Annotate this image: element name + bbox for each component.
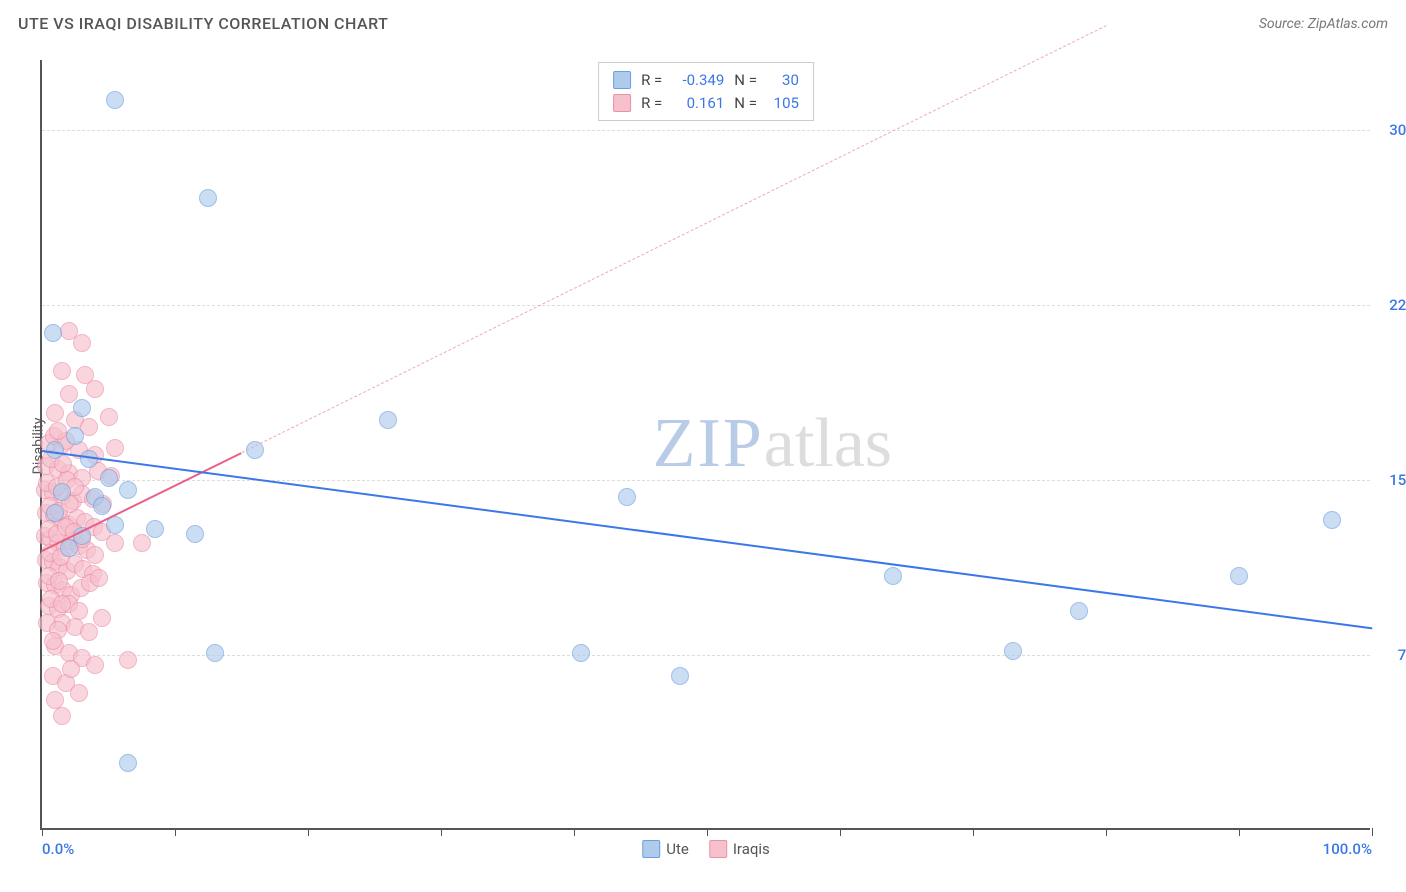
data-point-iraqis — [106, 534, 124, 552]
data-point-ute — [572, 644, 590, 662]
data-point-iraqis — [119, 651, 137, 669]
x-tick — [441, 828, 442, 836]
y-tick-label: 15.0% — [1375, 471, 1406, 489]
scatter-plot-area: ZIPatlas R = -0.349 N = 30 R = 0.161 N =… — [40, 60, 1370, 830]
data-point-iraqis — [133, 534, 151, 552]
x-tick — [42, 828, 43, 836]
data-point-ute — [146, 520, 164, 538]
data-point-ute — [671, 667, 689, 685]
source-attribution: Source: ZipAtlas.com — [1259, 16, 1388, 32]
r-label-ute: R = — [641, 69, 662, 92]
data-point-iraqis — [46, 691, 64, 709]
n-value-ute: 30 — [767, 69, 799, 92]
data-point-ute — [73, 399, 91, 417]
n-value-iraqis: 105 — [767, 92, 799, 115]
x-tick — [840, 828, 841, 836]
data-point-iraqis — [90, 569, 108, 587]
data-point-ute — [884, 567, 902, 585]
data-point-ute — [1230, 567, 1248, 585]
data-point-iraqis — [70, 602, 88, 620]
x-tick — [1239, 828, 1240, 836]
chart-title: UTE VS IRAQI DISABILITY CORRELATION CHAR… — [18, 14, 388, 33]
data-point-iraqis — [53, 707, 71, 725]
n-label-ute: N = — [734, 69, 757, 92]
data-point-iraqis — [44, 632, 62, 650]
legend-label-iraqis: Iraqis — [733, 840, 770, 858]
data-point-ute — [1070, 602, 1088, 620]
data-point-ute — [199, 189, 217, 207]
y-tick-label: 7.5% — [1375, 646, 1406, 664]
x-tick-label: 0.0% — [42, 840, 74, 858]
legend-item-ute: Ute — [642, 840, 689, 858]
x-tick — [574, 828, 575, 836]
data-point-ute — [44, 324, 62, 342]
data-point-ute — [93, 497, 111, 515]
data-point-ute — [206, 644, 224, 662]
data-point-iraqis — [93, 609, 111, 627]
data-point-iraqis — [73, 334, 91, 352]
data-point-ute — [119, 481, 137, 499]
data-point-iraqis — [100, 408, 118, 426]
swatch-iraqis — [613, 94, 631, 112]
data-point-iraqis — [86, 380, 104, 398]
x-tick — [1106, 828, 1107, 836]
data-point-ute — [66, 427, 84, 445]
data-point-iraqis — [80, 623, 98, 641]
n-label-iraqis: N = — [734, 92, 757, 115]
correlation-legend: R = -0.349 N = 30 R = 0.161 N = 105 — [598, 62, 814, 121]
legend-label-ute: Ute — [666, 840, 689, 858]
trendline-ute — [42, 450, 1372, 629]
data-point-ute — [46, 504, 64, 522]
gridline-horizontal — [42, 480, 1370, 481]
data-point-ute — [1004, 642, 1022, 660]
data-point-ute — [53, 483, 71, 501]
data-point-ute — [186, 525, 204, 543]
data-point-ute — [119, 754, 137, 772]
swatch-ute — [613, 71, 631, 89]
data-point-ute — [1323, 511, 1341, 529]
x-tick — [707, 828, 708, 836]
gridline-horizontal — [42, 305, 1370, 306]
data-point-ute — [100, 469, 118, 487]
x-tick — [308, 828, 309, 836]
chart-header: UTE VS IRAQI DISABILITY CORRELATION CHAR… — [18, 14, 1388, 33]
x-tick-label: 100.0% — [1323, 840, 1372, 858]
data-point-iraqis — [86, 656, 104, 674]
legend-row-ute: R = -0.349 N = 30 — [613, 69, 799, 92]
data-point-iraqis — [70, 684, 88, 702]
data-point-iraqis — [62, 660, 80, 678]
data-point-iraqis — [106, 439, 124, 457]
x-tick — [1372, 828, 1373, 836]
watermark: ZIPatlas — [653, 404, 892, 484]
watermark-atlas: atlas — [764, 405, 892, 482]
data-point-ute — [379, 411, 397, 429]
legend-row-iraqis: R = 0.161 N = 105 — [613, 92, 799, 115]
r-label-iraqis: R = — [641, 92, 662, 115]
data-point-ute — [106, 91, 124, 109]
data-point-iraqis — [50, 572, 68, 590]
gridline-horizontal — [42, 130, 1370, 131]
data-point-iraqis — [46, 404, 64, 422]
legend-swatch-ute — [642, 840, 660, 858]
r-value-iraqis: 0.161 — [672, 92, 724, 115]
gridline-horizontal — [42, 655, 1370, 656]
data-point-iraqis — [53, 362, 71, 380]
x-tick — [973, 828, 974, 836]
y-tick-label: 30.0% — [1375, 121, 1406, 139]
data-point-ute — [618, 488, 636, 506]
legend-item-iraqis: Iraqis — [709, 840, 770, 858]
watermark-zip: ZIP — [653, 405, 764, 482]
data-point-iraqis — [49, 422, 67, 440]
data-point-iraqis — [53, 595, 71, 613]
x-tick — [175, 828, 176, 836]
data-point-ute — [80, 450, 98, 468]
series-legend: Ute Iraqis — [642, 840, 770, 858]
legend-swatch-iraqis — [709, 840, 727, 858]
data-point-ute — [246, 441, 264, 459]
r-value-ute: -0.349 — [672, 69, 724, 92]
y-tick-label: 22.5% — [1375, 296, 1406, 314]
